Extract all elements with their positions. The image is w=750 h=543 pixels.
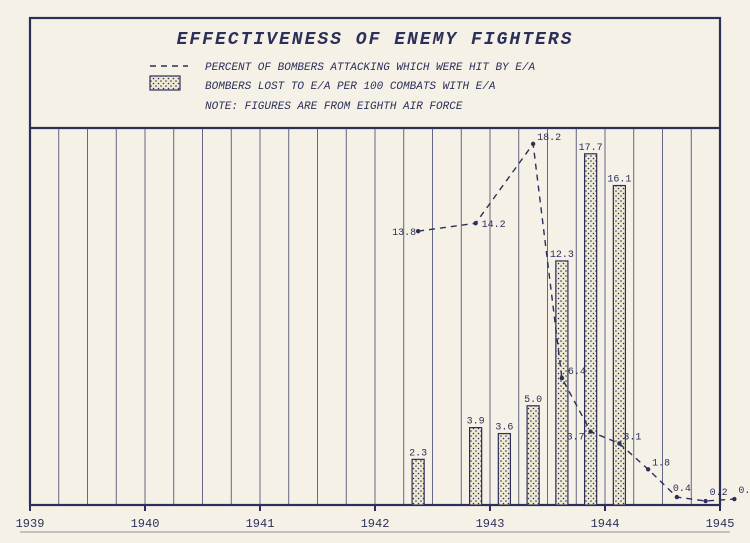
legend-note-text: NOTE: FIGURES ARE FROM EIGHTH AIR FORCE	[205, 101, 463, 113]
line-marker	[646, 467, 650, 471]
bar	[527, 406, 539, 505]
line-marker	[473, 221, 477, 225]
line-value-label: 3.1	[623, 432, 641, 443]
x-year-label: 1941	[246, 517, 275, 531]
line-value-label: 0.4	[673, 484, 691, 495]
line-value-label: 0.3	[738, 486, 750, 497]
line-value-label: 1.8	[652, 458, 670, 469]
line-value-label: 14.2	[482, 220, 506, 231]
line-marker	[732, 497, 736, 501]
line-value-label: 13.8	[392, 228, 416, 239]
bar	[412, 459, 424, 505]
x-year-label: 1944	[591, 517, 620, 531]
line-marker	[531, 142, 535, 146]
bar	[585, 154, 597, 505]
line-value-label: 3.7	[567, 433, 585, 444]
line-marker	[675, 495, 679, 499]
line-marker	[416, 229, 420, 233]
x-year-label: 1943	[476, 517, 505, 531]
chart-title: EFFECTIVENESS OF ENEMY FIGHTERS	[177, 30, 574, 50]
bar-value-label: 3.6	[495, 423, 513, 434]
legend-bar-swatch	[150, 76, 180, 90]
legend-line-text: PERCENT OF BOMBERS ATTACKING WHICH WERE …	[205, 62, 535, 74]
bar-value-label: 5.0	[524, 395, 542, 406]
bar	[613, 186, 625, 505]
bar	[498, 434, 510, 505]
bar	[470, 428, 482, 505]
line-marker	[617, 441, 621, 445]
bar-value-label: 2.3	[409, 448, 427, 459]
line-marker	[588, 429, 592, 433]
bar-value-label: 12.3	[550, 250, 574, 261]
line-value-label: 18.2	[537, 133, 561, 144]
line-marker	[560, 376, 564, 380]
x-year-label: 1945	[706, 517, 735, 531]
line-value-label: 0.2	[710, 488, 728, 499]
effectiveness-chart: EFFECTIVENESS OF ENEMY FIGHTERS PERCENT O…	[0, 0, 750, 543]
bar-value-label: 17.7	[579, 143, 603, 154]
bar	[556, 261, 568, 505]
bar-value-label: 16.1	[607, 175, 631, 186]
bar-value-label: 3.9	[467, 417, 485, 428]
x-year-label: 1942	[361, 517, 390, 531]
x-year-label: 1939	[16, 517, 45, 531]
line-marker	[703, 499, 707, 503]
x-year-label: 1940	[131, 517, 160, 531]
legend-bar-text: BOMBERS LOST TO E/A PER 100 COMBATS WITH…	[205, 81, 496, 93]
line-value-label: 6.4	[568, 367, 586, 378]
